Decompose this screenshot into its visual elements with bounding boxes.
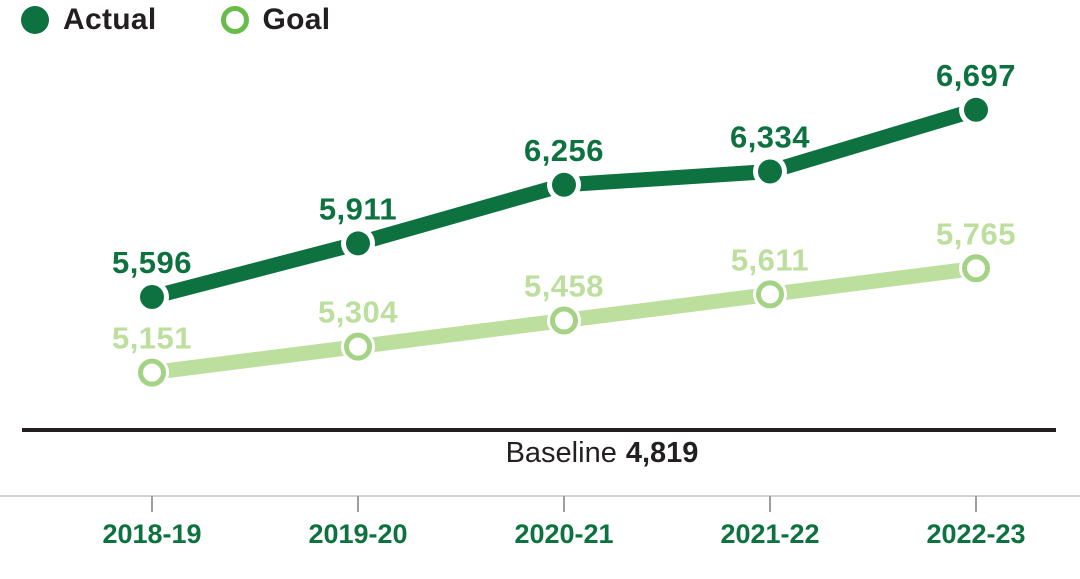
actual-data-label: 6,334: [730, 120, 810, 155]
baseline-label-text: Baseline: [506, 437, 617, 469]
actual-data-label: 5,596: [112, 245, 192, 280]
x-axis-label: 2021-22: [720, 519, 819, 549]
legend-item-actual: Actual: [21, 3, 157, 37]
goal-point: [344, 332, 372, 361]
goal-point: [962, 254, 990, 283]
goal-data-label: 5,458: [524, 269, 604, 304]
legend: Actual Goal: [21, 3, 330, 37]
legend-item-goal: Goal: [220, 3, 331, 37]
actual-point: [552, 172, 576, 197]
baseline-value: 4,819: [626, 437, 699, 469]
actual-point: [964, 97, 988, 122]
goal-point: [138, 358, 166, 387]
goal-point: [550, 306, 578, 335]
goal-series-swatch-icon: [220, 6, 249, 34]
baseline-label: Baseline 4,819: [506, 437, 699, 469]
actual-point: [140, 285, 164, 309]
x-axis-label: 2020-21: [514, 519, 613, 549]
x-axis-label: 2019-20: [308, 519, 407, 549]
goal-data-label: 5,304: [318, 295, 398, 330]
actual-point: [758, 159, 782, 184]
legend-label-actual: Actual: [63, 3, 157, 36]
actual-data-label: 5,911: [319, 191, 397, 226]
goal-data-label: 5,765: [936, 216, 1016, 251]
goal-point: [756, 280, 784, 309]
actual-series-swatch-icon: [21, 6, 49, 34]
x-axis-label: 2018-19: [102, 519, 201, 549]
actual-data-label: 6,697: [936, 58, 1016, 93]
actual-point: [346, 231, 370, 256]
actual-data-label: 6,256: [524, 133, 604, 168]
x-axis-label: 2022-23: [926, 519, 1025, 549]
legend-label-goal: Goal: [262, 3, 331, 36]
goal-data-label: 5,151: [112, 321, 192, 356]
goal-data-label: 5,611: [731, 242, 809, 277]
